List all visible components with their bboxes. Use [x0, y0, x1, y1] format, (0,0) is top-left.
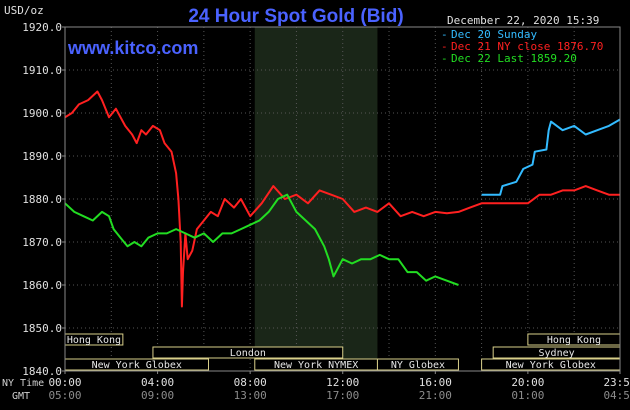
session-bar	[376, 358, 459, 371]
session-label: Sydney	[539, 348, 575, 359]
series-line-1	[481, 118, 621, 196]
series-line-2	[64, 90, 620, 308]
session-label: New York Globex	[92, 360, 182, 371]
legend-marker-dec21: -	[441, 40, 448, 53]
legend-marker-dec20: -	[441, 28, 448, 41]
x-tick-label-ny: 08:00	[234, 376, 267, 389]
x-tick-label-ny: 00:00	[48, 376, 81, 389]
timestamp: December 22, 2020 15:39	[447, 14, 599, 27]
session-bars: Hong Kong London New York Globex New York N…	[64, 333, 621, 371]
legend-entry-dec22: Dec 22 Last 1859.20	[451, 52, 577, 65]
x-tick-label-gmt: 17:00	[326, 389, 359, 402]
x-row-label-ny: NY Time	[2, 378, 44, 389]
x-tick-label-gmt: 13:00	[234, 389, 267, 402]
session-bar	[152, 346, 344, 359]
x-tick-label-ny: 16:00	[419, 376, 452, 389]
x-tick-label-ny: 23:59	[603, 376, 630, 389]
y-tick-label: 1880.0	[22, 193, 62, 206]
session-label: NY Globex	[391, 360, 445, 371]
legend-entry-dec20: Dec 20 Sunday	[451, 28, 537, 41]
x-tick-label-ny: 20:00	[511, 376, 544, 389]
session-label: New York Globex	[506, 360, 596, 371]
legend-marker-dec22: -	[441, 52, 448, 65]
x-tick-label-ny: 12:00	[326, 376, 359, 389]
session-label: Hong Kong	[547, 335, 601, 346]
chart-title: 24 Hour Spot Gold (Bid)	[188, 6, 403, 27]
x-tick-label-gmt: 21:00	[419, 389, 452, 402]
y-tick-label: 1900.0	[22, 107, 62, 120]
legend-entry-dec21: Dec 21 NY close 1876.70	[451, 40, 603, 53]
x-row-label-gmt: GMT	[12, 391, 30, 402]
y-tick-label: 1870.0	[22, 236, 62, 249]
session-label: London	[230, 348, 266, 359]
legend: Dec 20 Sunday Dec 21 NY close 1876.70 De…	[441, 28, 603, 65]
y-axis-ticks: 1920.0 1910.0 1900.0 1890.0 1880.0 1870.0 1860…	[22, 21, 65, 378]
x-tick-label-gmt: 01:00	[511, 389, 544, 402]
y-unit-label: USD/oz	[4, 4, 44, 17]
x-tick-label-gmt: 09:00	[141, 389, 174, 402]
y-tick-label: 1920.0	[22, 21, 62, 34]
x-tick-label-gmt: 05:00	[48, 389, 81, 402]
session-label: Hong Kong	[67, 335, 121, 346]
watermark-text: www.kitco.com	[67, 38, 198, 58]
y-tick-label: 1850.0	[22, 322, 62, 335]
y-tick-label: 1860.0	[22, 279, 62, 292]
price-series	[64, 90, 621, 308]
x-tick-label-gmt: 04:59	[603, 389, 630, 402]
y-tick-label: 1840.0	[22, 365, 62, 378]
y-tick-label: 1910.0	[22, 64, 62, 77]
session-label: New York NYMEX	[274, 360, 358, 371]
x-tick-label-ny: 04:00	[141, 376, 174, 389]
series-line-3	[64, 193, 459, 286]
y-tick-label: 1890.0	[22, 150, 62, 163]
